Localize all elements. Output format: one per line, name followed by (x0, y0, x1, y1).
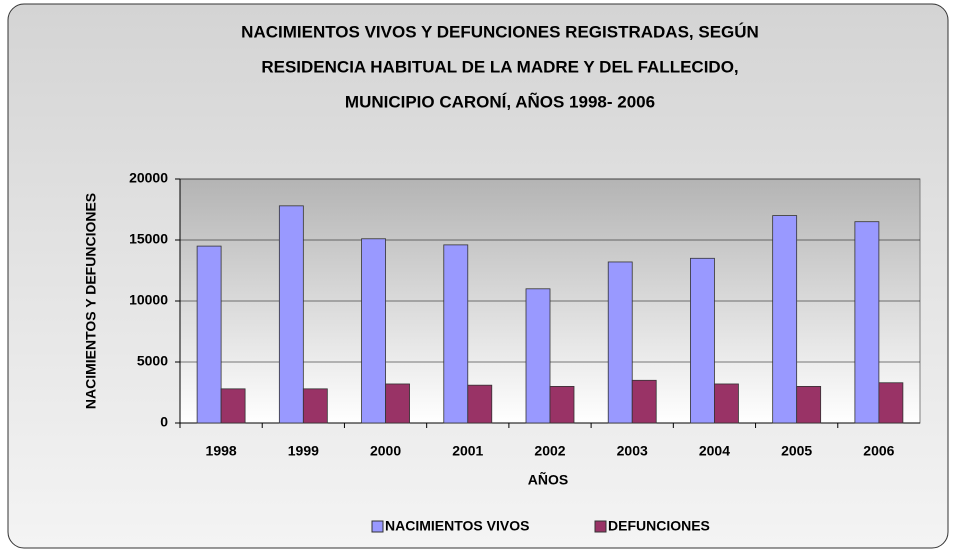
y-tick-label: 20000 (129, 170, 168, 186)
x-tick-label: 1999 (288, 443, 319, 459)
bar (525, 288, 551, 424)
x-tick-label: 2006 (863, 443, 894, 459)
y-tick-label: 0 (160, 414, 168, 430)
x-tick-label: 2000 (370, 443, 401, 459)
legend-swatch (594, 520, 607, 533)
bar (361, 238, 386, 424)
chart-title: NACIMIENTOS VIVOS Y DEFUNCIONES REGISTRA… (241, 22, 759, 41)
x-tick-label: 2005 (781, 443, 812, 459)
x-tick-label: 2002 (534, 443, 565, 459)
bar (714, 383, 739, 424)
y-tick-label: 15000 (129, 231, 168, 247)
x-tick-label: 2001 (452, 443, 483, 459)
bar (443, 244, 469, 424)
y-axis-title: NACIMIENTOS Y DEFUNCIONES (83, 193, 99, 409)
legend-label: DEFUNCIONES (608, 518, 710, 534)
x-tick-label: 2003 (617, 443, 648, 459)
chart-title: MUNICIPIO CARONÍ, AÑOS 1998- 2006 (345, 91, 655, 111)
bar (549, 385, 575, 424)
legend-swatch (371, 520, 384, 533)
bar (278, 205, 304, 424)
bar (302, 388, 328, 424)
y-tick-label: 10000 (129, 292, 168, 308)
x-tick-label: 1998 (206, 443, 237, 459)
bar (631, 379, 657, 424)
bar (385, 383, 410, 424)
x-axis-title: AÑOS (528, 471, 568, 488)
bar (878, 382, 904, 424)
bar (220, 388, 246, 424)
y-tick-label: 5000 (137, 353, 168, 369)
x-tick-label: 2004 (699, 443, 730, 459)
bar (607, 261, 633, 424)
legend-label: NACIMIENTOS VIVOS (385, 518, 529, 534)
chart-title: RESIDENCIA HABITUAL DE LA MADRE Y DEL FA… (261, 57, 738, 76)
bar (690, 257, 715, 424)
bar (854, 221, 880, 424)
bar (772, 215, 798, 424)
bar (196, 245, 222, 424)
bar (467, 384, 493, 424)
bar (796, 385, 822, 424)
